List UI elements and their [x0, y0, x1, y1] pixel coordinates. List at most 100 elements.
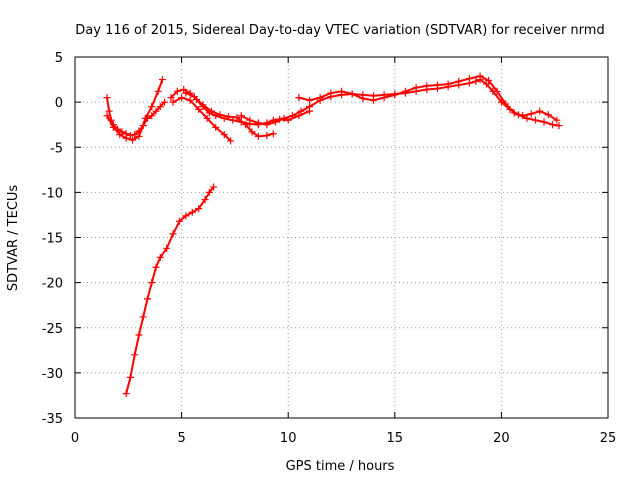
data-point — [163, 244, 171, 252]
data-point — [540, 118, 548, 126]
data-point — [126, 132, 134, 140]
data-point — [263, 121, 271, 129]
data-point — [246, 116, 254, 124]
data-point — [199, 101, 207, 109]
y-tick-label: -25 — [42, 322, 63, 337]
data-point — [109, 123, 117, 131]
data-point — [412, 84, 420, 92]
data-point — [391, 91, 399, 99]
data-point — [510, 109, 518, 117]
x-tick-label: 0 — [71, 431, 79, 446]
x-axis-label: GPS time / hours — [286, 459, 395, 474]
data-point — [248, 128, 256, 136]
data-point — [271, 118, 279, 126]
data-point — [288, 112, 296, 120]
data-point — [156, 103, 164, 111]
ticks: 0 5 10 15 20 25 -35 -30 -25 -20 -15 -10 -5 0 5 — [42, 51, 617, 446]
data-point — [207, 107, 215, 115]
data-point — [380, 94, 388, 102]
x-tick-label: 25 — [600, 431, 617, 446]
data-point — [295, 94, 303, 102]
data-point — [327, 89, 335, 97]
data-point — [544, 111, 552, 119]
data-point — [129, 136, 137, 144]
data-point — [161, 98, 169, 106]
data-point — [182, 89, 190, 97]
data-point — [220, 131, 228, 139]
data-point — [180, 85, 188, 93]
x-tick-label: 20 — [493, 431, 510, 446]
series-arc-5 — [182, 89, 277, 140]
data-point — [553, 116, 561, 124]
y-tick-label: -30 — [42, 367, 63, 382]
data-point — [158, 76, 166, 84]
data-point — [423, 82, 431, 90]
data-point — [105, 107, 113, 115]
data-point — [532, 116, 540, 124]
data-point — [254, 119, 262, 127]
series-arc-8 — [122, 183, 218, 398]
data-point — [143, 295, 151, 303]
y-tick-label: 0 — [55, 96, 63, 111]
y-tick-label: -5 — [50, 141, 63, 156]
series-arc-7 — [295, 72, 561, 124]
data-point — [203, 114, 211, 122]
y-tick-label: -15 — [42, 232, 63, 247]
data-point — [306, 96, 314, 104]
data-point — [135, 132, 143, 140]
data-point — [242, 121, 250, 129]
data-point — [195, 205, 203, 213]
data-point — [306, 103, 314, 111]
y-tick-label: -10 — [42, 186, 63, 201]
data-point — [555, 122, 563, 130]
data-point — [195, 105, 203, 113]
chart-title: Day 116 of 2015, Sidereal Day-to-day VTE… — [75, 23, 604, 38]
data-point — [297, 107, 305, 115]
data-point — [139, 313, 147, 321]
data-point — [401, 87, 409, 95]
data-point — [131, 351, 139, 359]
data-point — [359, 95, 367, 103]
data-point — [519, 112, 527, 120]
data-point — [216, 111, 224, 119]
series-line — [106, 78, 164, 141]
data-point — [201, 196, 209, 204]
data-point — [122, 134, 130, 142]
data-point — [169, 98, 177, 106]
data-point — [472, 77, 480, 85]
data-point — [122, 390, 130, 398]
data-point — [502, 100, 510, 108]
data-point — [263, 132, 271, 140]
data-point — [485, 76, 493, 84]
series-arc-3 — [167, 85, 314, 129]
series-arc-6 — [237, 76, 563, 130]
data-point — [369, 96, 377, 104]
series-arc-2 — [103, 76, 166, 144]
data-point — [178, 94, 186, 102]
data-point — [237, 112, 245, 120]
x-tick-label: 10 — [280, 431, 297, 446]
data-point — [482, 80, 490, 88]
x-tick-label: 5 — [177, 431, 185, 446]
data-point — [476, 72, 484, 80]
data-point — [156, 253, 164, 261]
data-point — [212, 123, 220, 131]
y-tick-label: -20 — [42, 277, 63, 292]
series-line — [297, 75, 558, 122]
y-tick-label: 5 — [55, 51, 63, 66]
data-point — [148, 103, 156, 111]
data-point — [148, 112, 156, 120]
data-point — [536, 107, 544, 115]
data-point — [167, 94, 175, 102]
data-point — [190, 93, 198, 101]
data-point — [493, 87, 501, 95]
data-point — [269, 130, 277, 138]
data-point — [527, 110, 535, 118]
data-point — [182, 212, 190, 220]
data-point — [316, 94, 324, 102]
data-point — [175, 217, 183, 225]
data-point — [148, 279, 156, 287]
data-point — [523, 114, 531, 122]
series-group — [103, 72, 563, 398]
